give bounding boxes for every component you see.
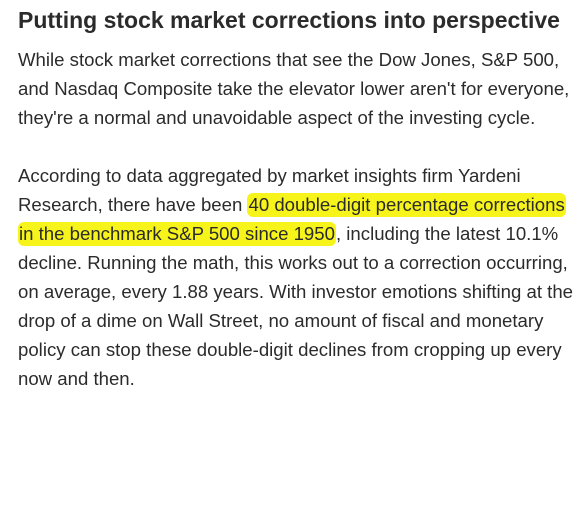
- paragraph-data-before: According to data aggregated by market i…: [18, 165, 521, 215]
- paragraph-data: According to data aggregated by market i…: [18, 161, 578, 393]
- article-heading: Putting stock market corrections into pe…: [18, 7, 560, 33]
- paragraph-data-after: , including the latest 10.1% decline. Ru…: [18, 223, 573, 389]
- article-body: Putting stock market corrections into pe…: [18, 6, 578, 393]
- paragraph-intro: While stock market corrections that see …: [18, 49, 570, 128]
